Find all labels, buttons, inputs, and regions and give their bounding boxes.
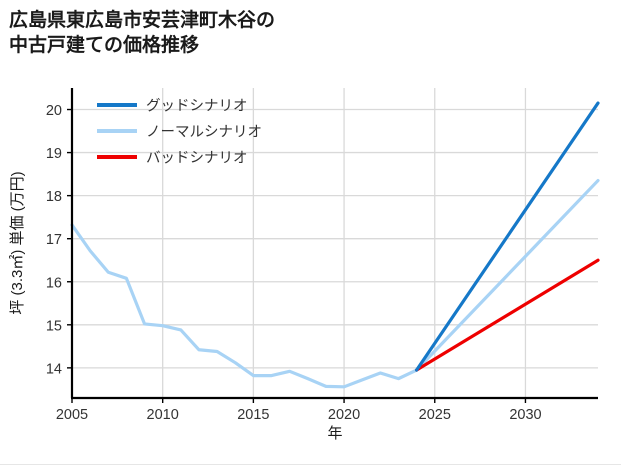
y-tick-label: 20 — [46, 103, 62, 119]
x-tick-label: 2010 — [147, 407, 179, 423]
y-tick-label: 18 — [46, 189, 62, 205]
series-line-グッドシナリオ — [415, 101, 600, 372]
x-axis-title: 年 — [327, 425, 342, 442]
y-tick-label: 16 — [46, 275, 62, 291]
x-tick-label: 2030 — [509, 407, 541, 423]
axis-titles: 年 坪 (3.3㎡) 単価 (万円) — [9, 171, 343, 442]
y-axis-title: 坪 (3.3㎡) 単価 (万円) — [9, 171, 26, 314]
y-tick-label: 15 — [46, 318, 62, 334]
axis-lines — [70, 88, 598, 400]
x-tick-label: 2025 — [419, 407, 451, 423]
y-tick-label: 14 — [46, 361, 62, 377]
legend-label-1: ノーマルシナリオ — [146, 125, 262, 141]
series-line-バッドシナリオ — [415, 258, 600, 372]
y-tick-label: 19 — [46, 146, 62, 162]
series-layer — [70, 101, 600, 389]
x-tick-label: 2020 — [328, 407, 360, 423]
x-tick-label: 2015 — [237, 407, 269, 423]
legend-label-0: グッドシナリオ — [146, 98, 248, 115]
y-tick-label: 17 — [46, 232, 62, 248]
chart-title: 広島県東広島市安芸津町木谷の 中古戸建ての価格推移 — [9, 10, 276, 56]
series-line-実績 — [70, 223, 419, 389]
tick-labels: 14 15 16 17 18 19 20 2005 2010 2015 2020 2025 2030 — [46, 103, 542, 423]
series-line-ノーマルシナリオ — [415, 178, 600, 372]
x-tick-label: 2005 — [56, 407, 88, 423]
legend-label-2: バッドシナリオ — [146, 151, 248, 167]
